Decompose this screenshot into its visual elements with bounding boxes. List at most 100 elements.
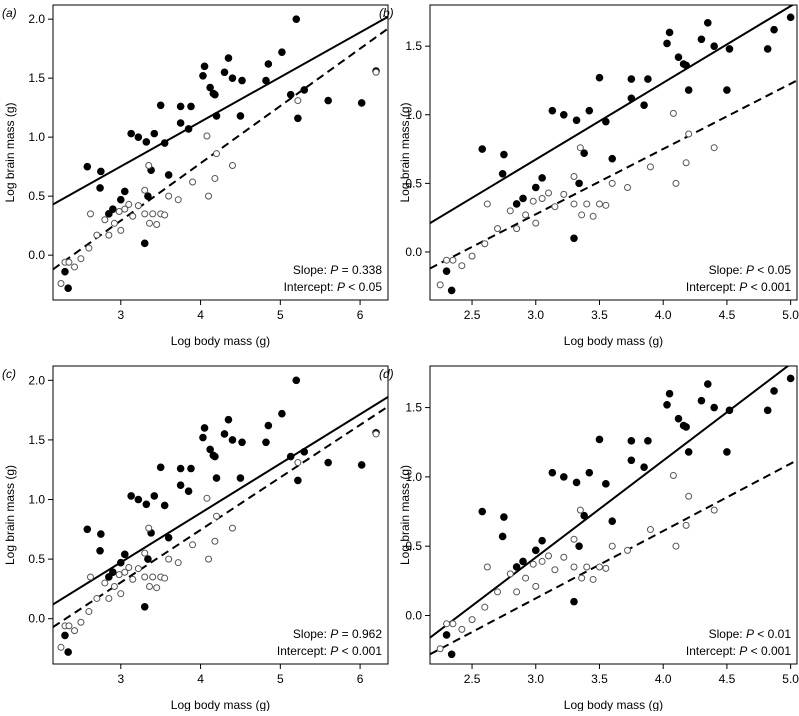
data-point-filled <box>64 648 72 656</box>
data-point-open <box>449 256 457 264</box>
data-point-filled <box>644 75 652 83</box>
data-point-filled <box>682 61 690 70</box>
data-point-open <box>129 212 137 220</box>
data-point-filled <box>206 83 214 92</box>
data-point-filled <box>640 101 648 109</box>
x-tick-label: 2.5 <box>464 672 481 686</box>
x-tick-label: 3 <box>117 672 124 686</box>
data-point-open <box>576 144 584 152</box>
data-point-open <box>481 240 489 248</box>
data-point-filled <box>211 90 219 99</box>
fit-line-solid <box>53 396 388 606</box>
data-point-filled <box>538 174 546 182</box>
data-point-open <box>101 579 109 587</box>
data-point-open <box>101 216 109 224</box>
data-point-open <box>506 570 514 578</box>
data-point-filled <box>627 75 636 83</box>
panel-b: 2.5 3.0 3.5 4.0 4.5 5.0 0.0 0.5 1.0 1.5 Log body m… <box>379 4 799 348</box>
data-point-open <box>669 109 677 117</box>
data-point-open <box>165 192 173 200</box>
data-point-open <box>545 189 553 197</box>
data-point-open <box>125 563 133 571</box>
y-tick-label: 0.0 <box>405 608 422 622</box>
data-point-open <box>570 563 578 571</box>
data-point-filled <box>116 558 125 567</box>
data-point-open <box>110 219 118 227</box>
data-point-open <box>145 161 153 169</box>
data-point-open <box>583 200 591 208</box>
data-point-open <box>57 643 65 651</box>
x-tick-label: 3.5 <box>591 308 608 322</box>
x-axis-label: Log body mass (g) <box>171 698 270 711</box>
x-tick-label: 4 <box>197 308 204 322</box>
data-point-open <box>121 568 129 576</box>
data-point-open <box>211 537 219 545</box>
data-point-filled <box>548 106 557 115</box>
data-point-filled <box>575 542 583 550</box>
data-point-open <box>602 201 610 209</box>
plot-frame <box>52 365 389 665</box>
data-point-filled <box>294 114 302 123</box>
fit-line-dashed <box>430 79 797 270</box>
data-point-filled <box>97 167 105 176</box>
data-point-filled <box>500 150 508 159</box>
data-point-open <box>458 262 466 270</box>
y-tick-label: 1.0 <box>28 130 45 144</box>
data-point-open <box>228 524 236 532</box>
data-point-filled <box>519 194 527 203</box>
data-point-filled <box>478 507 487 516</box>
data-point-open <box>560 553 568 561</box>
data-point-filled <box>595 73 604 82</box>
data-point-filled <box>61 631 69 640</box>
data-point-filled <box>725 45 734 53</box>
data-point-open <box>189 541 197 549</box>
data-point-open <box>494 225 502 233</box>
x-tick-label: 3.0 <box>527 308 544 322</box>
data-point-open <box>105 594 113 602</box>
data-point-open <box>545 552 553 560</box>
data-point-filled <box>763 45 772 53</box>
data-point-open <box>117 590 125 598</box>
data-point-filled <box>184 487 193 495</box>
data-point-open <box>529 197 537 205</box>
data-point-filled <box>199 433 207 442</box>
data-point-filled <box>570 597 578 606</box>
data-point-open <box>145 524 153 532</box>
x-axis-label: Log body mass (g) <box>564 334 663 348</box>
data-point-filled <box>674 53 683 61</box>
data-point-filled <box>156 463 165 472</box>
data-point-filled <box>710 403 718 412</box>
data-point-open <box>682 521 690 529</box>
data-point-filled <box>324 96 332 105</box>
data-point-filled <box>176 464 185 473</box>
data-point-open <box>483 200 491 208</box>
data-point-filled <box>674 414 683 423</box>
y-tick-label: 0.5 <box>28 552 45 566</box>
data-point-open <box>146 583 154 591</box>
data-point-filled <box>644 437 652 445</box>
data-point-filled <box>176 481 185 490</box>
data-point-open <box>146 219 154 227</box>
x-tick-label: 4.5 <box>719 308 736 322</box>
data-point-open <box>685 492 693 500</box>
data-point-filled <box>220 430 229 438</box>
data-point-filled <box>127 492 135 500</box>
data-point-filled <box>164 533 173 542</box>
data-point-filled <box>187 102 195 111</box>
y-tick-label: 1.5 <box>28 433 45 447</box>
data-point-filled <box>228 436 237 444</box>
data-point-filled <box>595 435 604 444</box>
data-point-filled <box>134 495 143 504</box>
y-tick-label: 2.0 <box>28 373 45 387</box>
data-point-open <box>141 186 149 194</box>
y-axis-label: Log brain mass (g) <box>3 102 17 202</box>
data-point-open <box>85 608 93 616</box>
data-point-filled <box>238 76 246 85</box>
data-point-open <box>110 583 118 591</box>
plot-frame <box>429 4 798 301</box>
data-point-filled <box>120 187 129 196</box>
intercept-annotation: Intercept: P < 0.001 <box>277 644 382 658</box>
data-point-filled <box>105 573 113 581</box>
data-point-open <box>669 471 677 479</box>
